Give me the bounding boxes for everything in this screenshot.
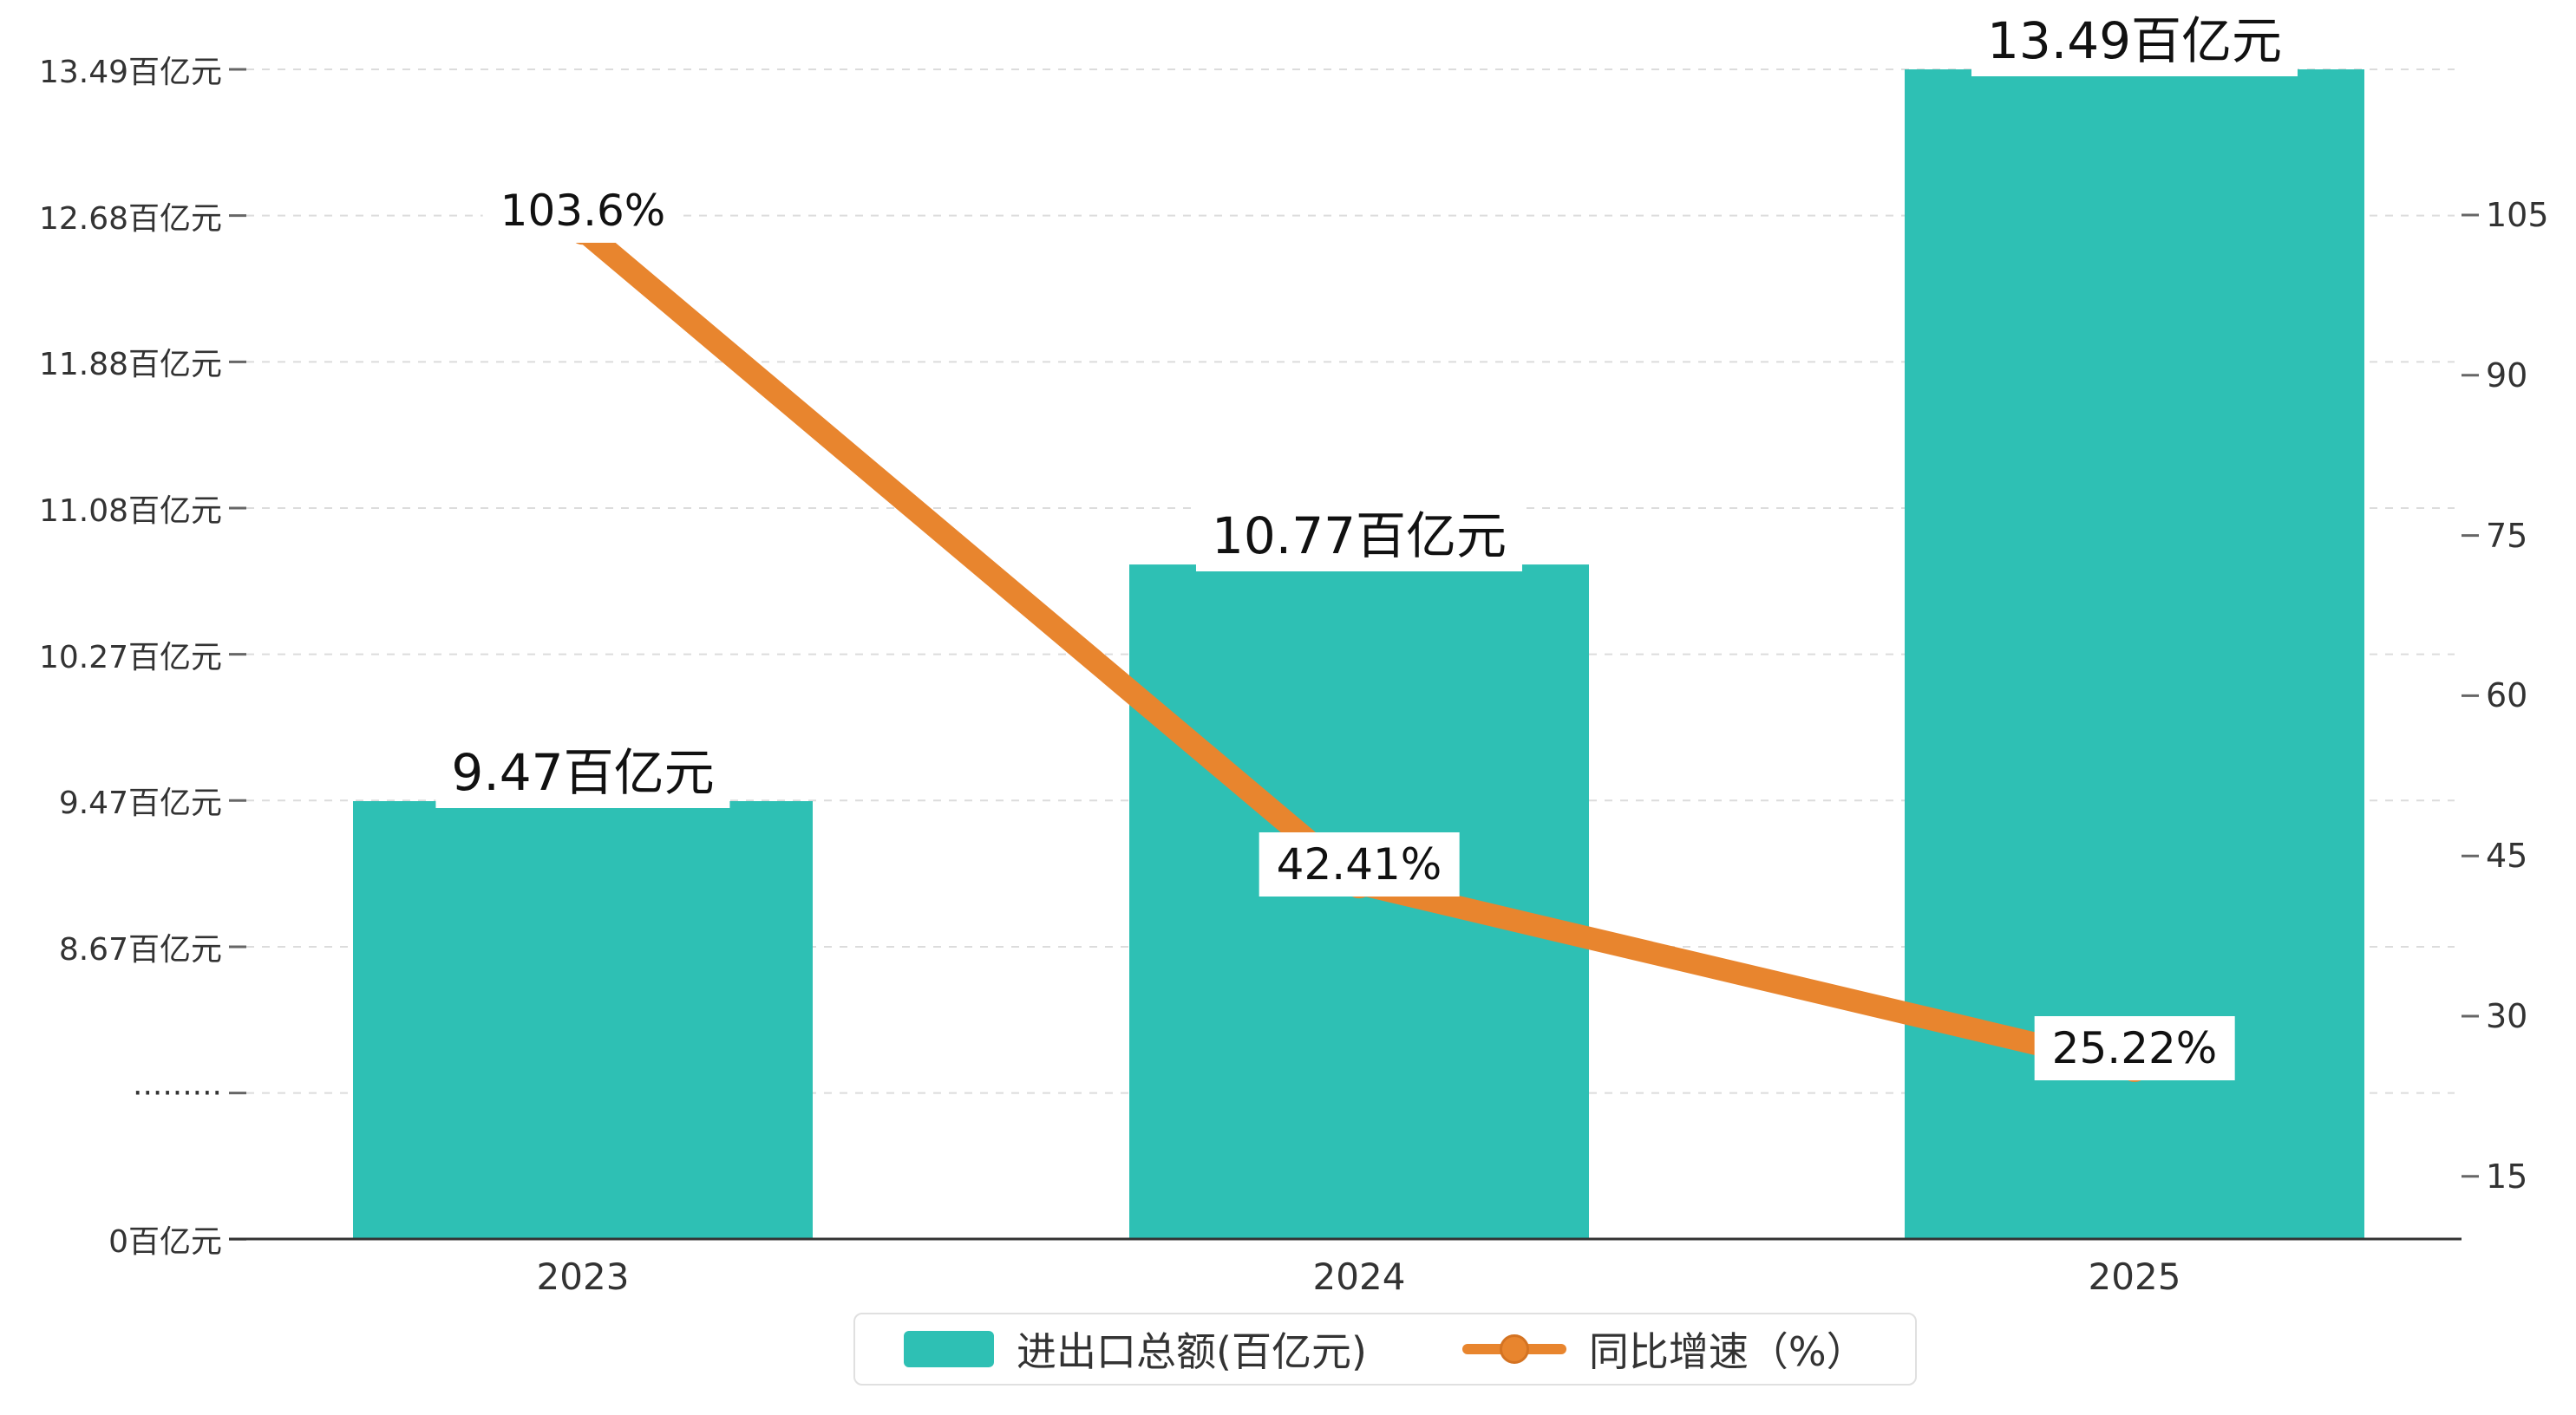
right-axis-tick-2: 75 bbox=[2486, 516, 2528, 555]
line-label-2025: 25.22% bbox=[2034, 1015, 2235, 1080]
bar-2023[interactable] bbox=[353, 801, 813, 1239]
left-axis-tick-0: 13.49百亿元 bbox=[38, 55, 222, 90]
x-axis-label-2024: 2024 bbox=[1312, 1255, 1406, 1298]
legend-item-total[interactable]: 进出口总额(百亿元) bbox=[904, 1320, 1367, 1378]
left-axis-tick-1: 12.68百亿元 bbox=[38, 200, 222, 237]
left-axis-tick-5: 9.47百亿元 bbox=[58, 786, 222, 822]
left-axis-tick-break: ········· bbox=[133, 1075, 222, 1112]
left-axis-tick-6: 8.67百亿元 bbox=[58, 931, 222, 968]
right-axis-tick-6: 15 bbox=[2486, 1157, 2528, 1196]
right-axis-tick-0: 105 bbox=[2486, 196, 2549, 234]
x-axis-label-2025: 2025 bbox=[2088, 1255, 2181, 1298]
legend-item-growth[interactable]: 同比增速（%） bbox=[1461, 1320, 1867, 1378]
x-axis-label-2023: 2023 bbox=[536, 1255, 630, 1298]
line-label-2023: 103.6% bbox=[482, 179, 683, 244]
bar-legend-swatch-icon bbox=[904, 1331, 994, 1367]
left-axis-tick-zero: 0百亿元 bbox=[108, 1224, 222, 1261]
legend: 进出口总额(百亿元) 同比增速（%） bbox=[853, 1313, 1917, 1386]
left-axis-tick-4: 10.27百亿元 bbox=[38, 639, 222, 675]
legend-label-total: 进出口总额(百亿元) bbox=[1017, 1328, 1367, 1375]
left-axis-tick-3: 11.08百亿元 bbox=[38, 492, 222, 529]
right-axis-tick-3: 60 bbox=[2486, 676, 2528, 715]
bar-label-2023: 9.47百亿元 bbox=[435, 728, 730, 808]
bar-series bbox=[353, 69, 2364, 1239]
line-legend-marker-icon bbox=[1461, 1330, 1566, 1368]
gridlines bbox=[229, 68, 2479, 1241]
bar-2024[interactable] bbox=[1129, 564, 1589, 1239]
right-axis-tick-5: 30 bbox=[2486, 997, 2528, 1035]
legend-label-growth: 同比增速（%） bbox=[1588, 1328, 1867, 1375]
left-axis-tick-2: 11.88百亿元 bbox=[38, 347, 222, 383]
bar-label-2025: 13.49百亿元 bbox=[1971, 0, 2298, 76]
right-axis-tick-4: 45 bbox=[2486, 837, 2528, 876]
line-legend-dot bbox=[1499, 1334, 1529, 1364]
line-label-2024: 42.41% bbox=[1259, 832, 1460, 897]
bar-label-2024: 10.77百亿元 bbox=[1195, 492, 1523, 572]
right-axis-tick-1: 90 bbox=[2486, 355, 2528, 395]
